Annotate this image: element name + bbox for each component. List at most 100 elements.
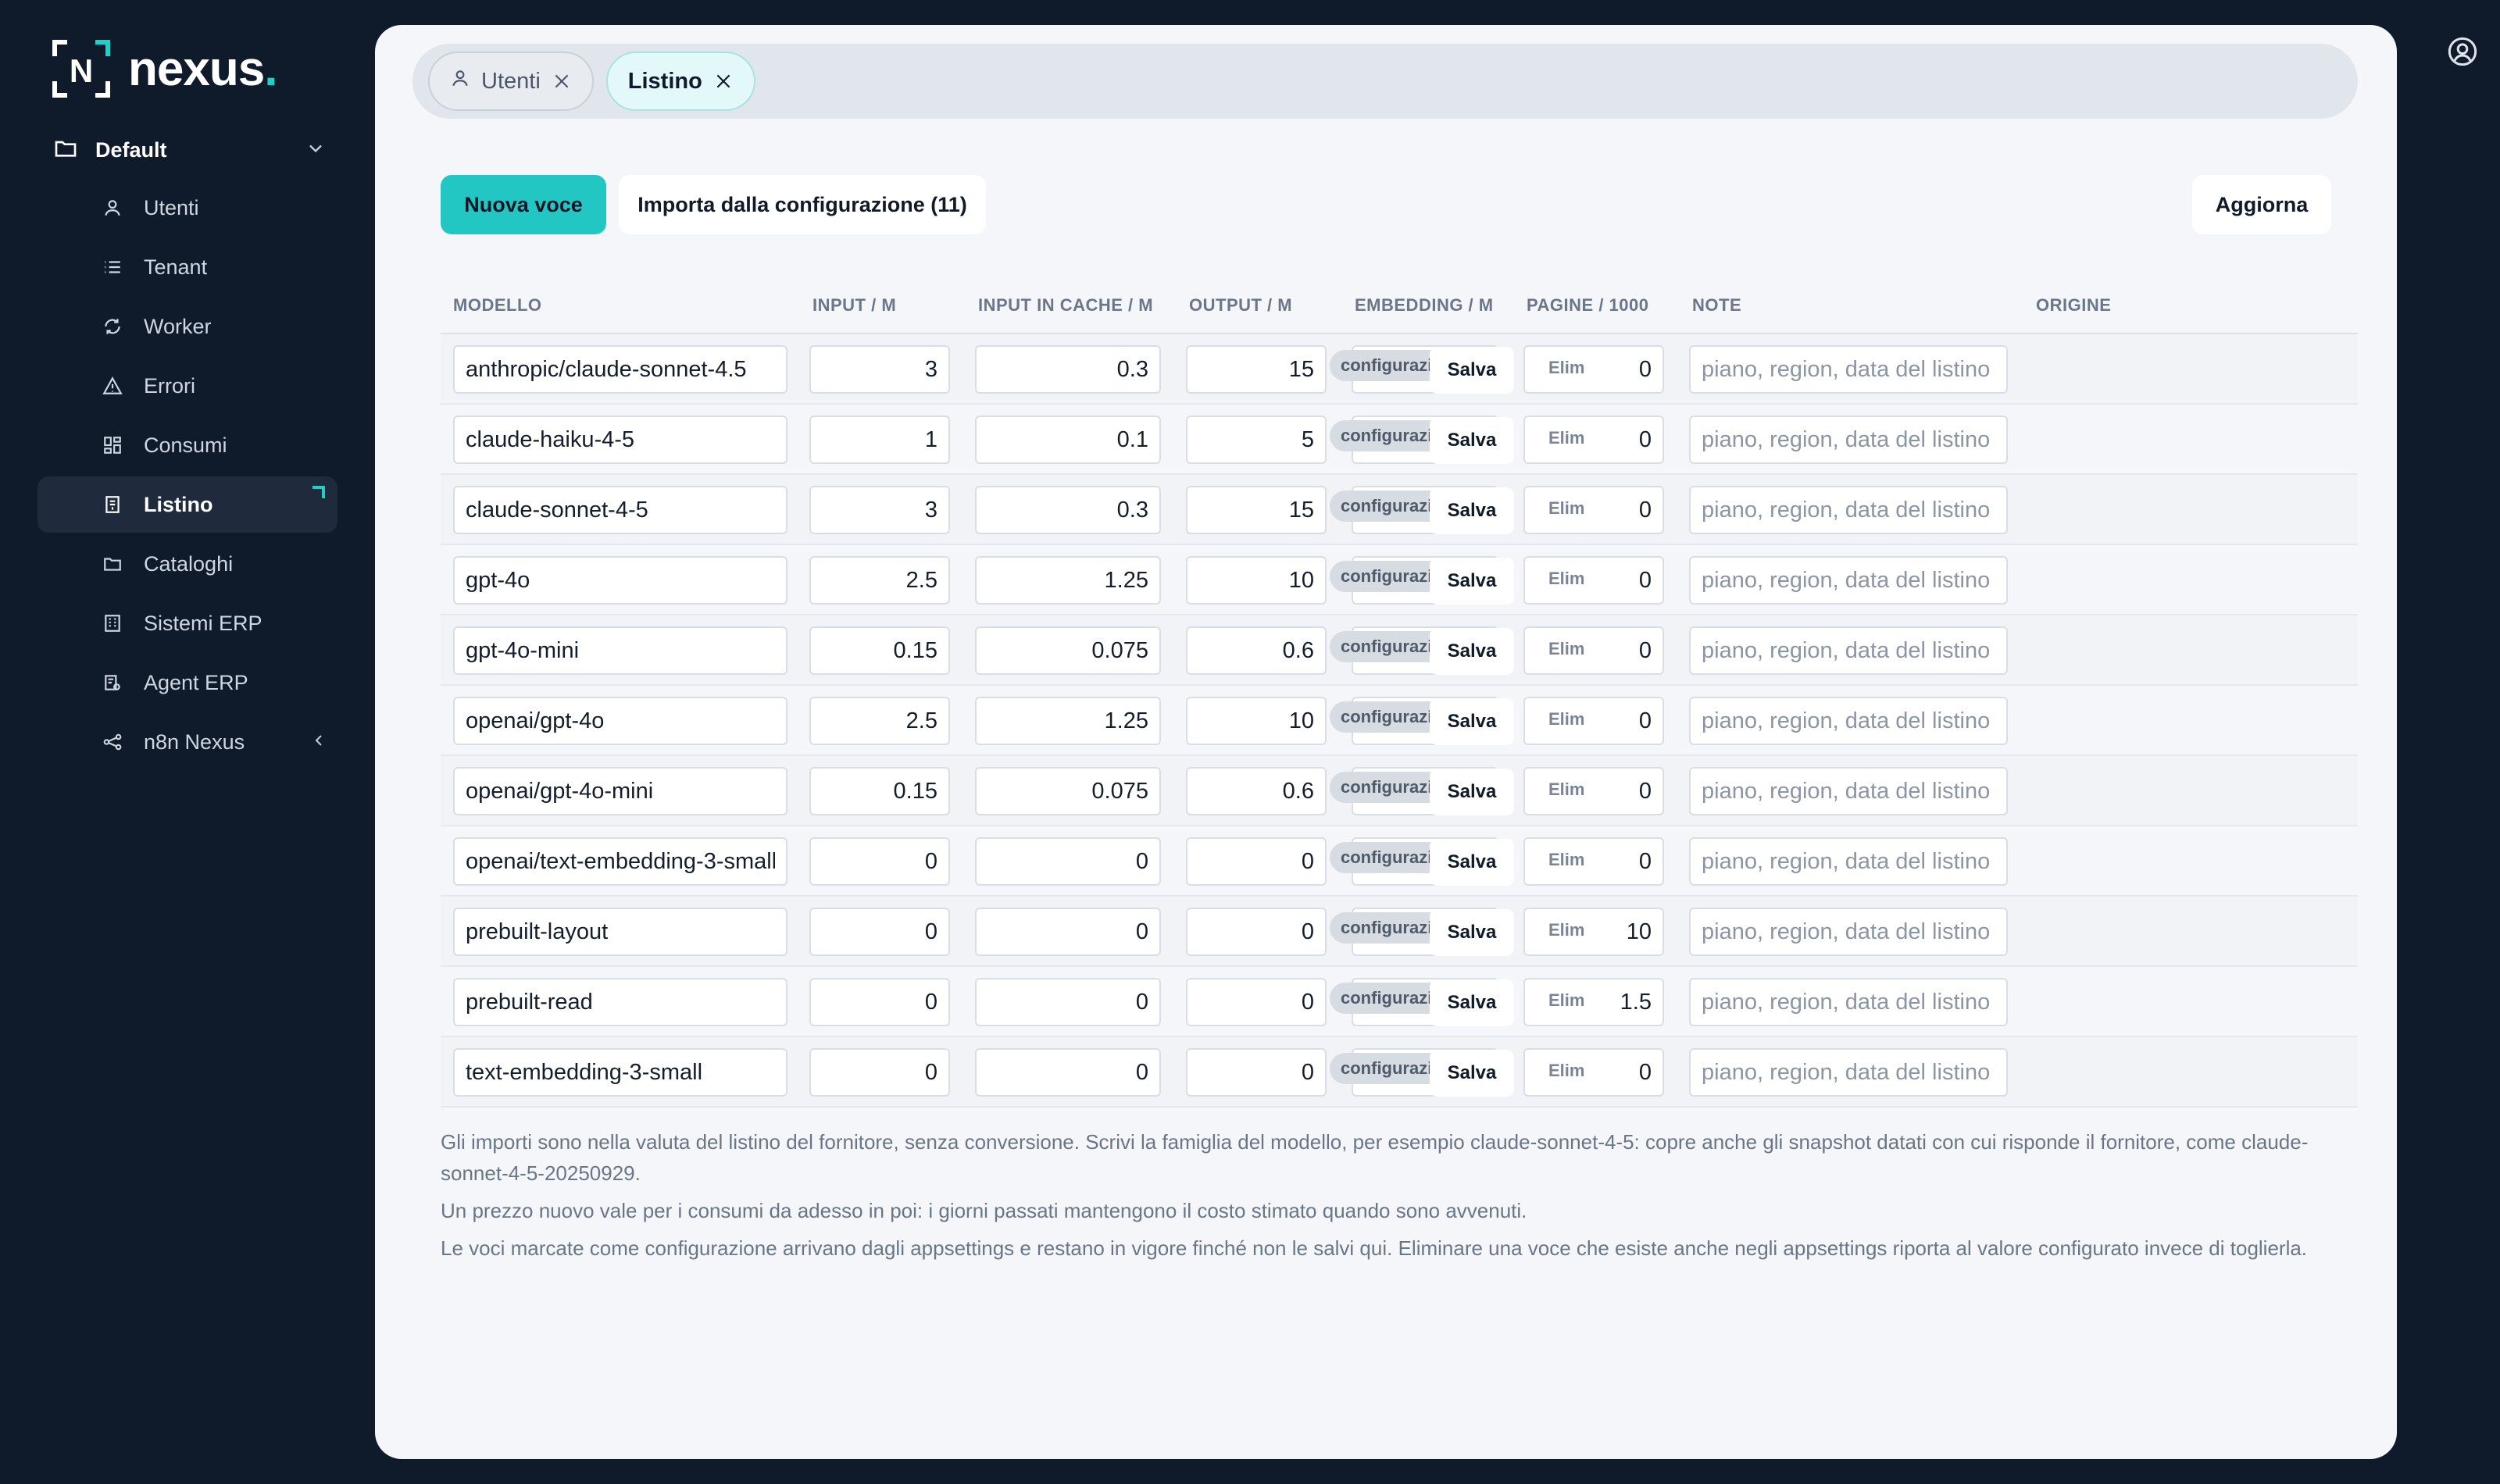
- input-price-input[interactable]: [809, 908, 950, 956]
- delete-button[interactable]: Elim: [1548, 779, 1585, 799]
- note-input[interactable]: [1689, 626, 2008, 675]
- sidebar-item-tenant[interactable]: Tenant: [38, 239, 338, 295]
- input-price-input[interactable]: [809, 978, 950, 1026]
- output-price-input[interactable]: [1186, 908, 1327, 956]
- pages-price-input[interactable]: [1523, 556, 1664, 605]
- cache-price-input[interactable]: [975, 486, 1161, 534]
- output-price-input[interactable]: [1186, 837, 1327, 886]
- sidebar-item-errori[interactable]: Errori: [38, 358, 338, 414]
- model-input[interactable]: [453, 556, 788, 605]
- note-input[interactable]: [1689, 908, 2008, 956]
- output-price-input[interactable]: [1186, 767, 1327, 815]
- chevron-left-icon[interactable]: [309, 731, 328, 755]
- user-account-icon[interactable]: [2447, 36, 2478, 71]
- output-price-input[interactable]: [1186, 626, 1327, 675]
- output-price-input[interactable]: [1186, 1048, 1327, 1097]
- save-button[interactable]: Salva: [1430, 979, 1514, 1026]
- tab-utenti[interactable]: Utenti: [428, 52, 594, 111]
- sidebar-item-consumi[interactable]: Consumi: [38, 417, 338, 473]
- input-price-input[interactable]: [809, 556, 950, 605]
- save-button[interactable]: Salva: [1430, 417, 1514, 464]
- save-button[interactable]: Salva: [1430, 769, 1514, 815]
- delete-button[interactable]: Elim: [1548, 709, 1585, 729]
- sidebar-item-utenti[interactable]: Utenti: [38, 180, 338, 236]
- delete-button[interactable]: Elim: [1548, 850, 1585, 869]
- model-input[interactable]: [453, 486, 788, 534]
- save-button[interactable]: Salva: [1430, 1050, 1514, 1097]
- refresh-button[interactable]: Aggiorna: [2192, 175, 2331, 234]
- delete-button[interactable]: Elim: [1548, 639, 1585, 658]
- sidebar-item-n8n-nexus[interactable]: n8n Nexus: [38, 714, 338, 770]
- model-input[interactable]: [453, 767, 788, 815]
- note-input[interactable]: [1689, 345, 2008, 394]
- output-price-input[interactable]: [1186, 978, 1327, 1026]
- cache-price-input[interactable]: [975, 626, 1161, 675]
- sidebar-item-worker[interactable]: Worker: [38, 298, 338, 355]
- workspace-selector[interactable]: Default: [53, 133, 327, 167]
- input-price-input[interactable]: [809, 697, 950, 745]
- pages-price-input[interactable]: [1523, 1048, 1664, 1097]
- pages-price-input[interactable]: [1523, 416, 1664, 464]
- brand-logo[interactable]: N nexus.: [52, 39, 277, 98]
- output-price-input[interactable]: [1186, 697, 1327, 745]
- note-input[interactable]: [1689, 697, 2008, 745]
- note-input[interactable]: [1689, 416, 2008, 464]
- close-icon[interactable]: [552, 71, 572, 91]
- model-input[interactable]: [453, 978, 788, 1026]
- input-price-input[interactable]: [809, 486, 950, 534]
- model-input[interactable]: [453, 626, 788, 675]
- note-input[interactable]: [1689, 837, 2008, 886]
- model-input[interactable]: [453, 416, 788, 464]
- input-price-input[interactable]: [809, 837, 950, 886]
- save-button[interactable]: Salva: [1430, 839, 1514, 886]
- cache-price-input[interactable]: [975, 767, 1161, 815]
- close-icon[interactable]: [713, 71, 734, 91]
- delete-button[interactable]: Elim: [1548, 990, 1585, 1010]
- pages-price-input[interactable]: [1523, 908, 1664, 956]
- output-price-input[interactable]: [1186, 416, 1327, 464]
- cache-price-input[interactable]: [975, 697, 1161, 745]
- pages-price-input[interactable]: [1523, 626, 1664, 675]
- input-price-input[interactable]: [809, 767, 950, 815]
- delete-button[interactable]: Elim: [1548, 920, 1585, 940]
- input-price-input[interactable]: [809, 626, 950, 675]
- new-entry-button[interactable]: Nuova voce: [441, 175, 606, 234]
- delete-button[interactable]: Elim: [1548, 428, 1585, 448]
- cache-price-input[interactable]: [975, 345, 1161, 394]
- tab-listino[interactable]: Listino: [605, 52, 755, 111]
- sidebar-item-listino[interactable]: Listino: [38, 476, 338, 533]
- save-button[interactable]: Salva: [1430, 698, 1514, 745]
- delete-button[interactable]: Elim: [1548, 358, 1585, 377]
- save-button[interactable]: Salva: [1430, 909, 1514, 956]
- output-price-input[interactable]: [1186, 556, 1327, 605]
- cache-price-input[interactable]: [975, 416, 1161, 464]
- save-button[interactable]: Salva: [1430, 347, 1514, 394]
- cache-price-input[interactable]: [975, 1048, 1161, 1097]
- save-button[interactable]: Salva: [1430, 558, 1514, 605]
- delete-button[interactable]: Elim: [1548, 1061, 1585, 1080]
- model-input[interactable]: [453, 1048, 788, 1097]
- cache-price-input[interactable]: [975, 837, 1161, 886]
- model-input[interactable]: [453, 345, 788, 394]
- cache-price-input[interactable]: [975, 978, 1161, 1026]
- input-price-input[interactable]: [809, 1048, 950, 1097]
- pages-price-input[interactable]: [1523, 345, 1664, 394]
- cache-price-input[interactable]: [975, 908, 1161, 956]
- note-input[interactable]: [1689, 767, 2008, 815]
- delete-button[interactable]: Elim: [1548, 498, 1585, 518]
- cache-price-input[interactable]: [975, 556, 1161, 605]
- note-input[interactable]: [1689, 978, 2008, 1026]
- pages-price-input[interactable]: [1523, 697, 1664, 745]
- save-button[interactable]: Salva: [1430, 487, 1514, 534]
- sidebar-item-agent-erp[interactable]: Agent ERP: [38, 655, 338, 711]
- output-price-input[interactable]: [1186, 345, 1327, 394]
- note-input[interactable]: [1689, 1048, 2008, 1097]
- pages-price-input[interactable]: [1523, 837, 1664, 886]
- output-price-input[interactable]: [1186, 486, 1327, 534]
- sidebar-item-cataloghi[interactable]: Cataloghi: [38, 536, 338, 592]
- model-input[interactable]: [453, 908, 788, 956]
- sidebar-item-sistemi-erp[interactable]: Sistemi ERP: [38, 595, 338, 651]
- input-price-input[interactable]: [809, 416, 950, 464]
- note-input[interactable]: [1689, 556, 2008, 605]
- input-price-input[interactable]: [809, 345, 950, 394]
